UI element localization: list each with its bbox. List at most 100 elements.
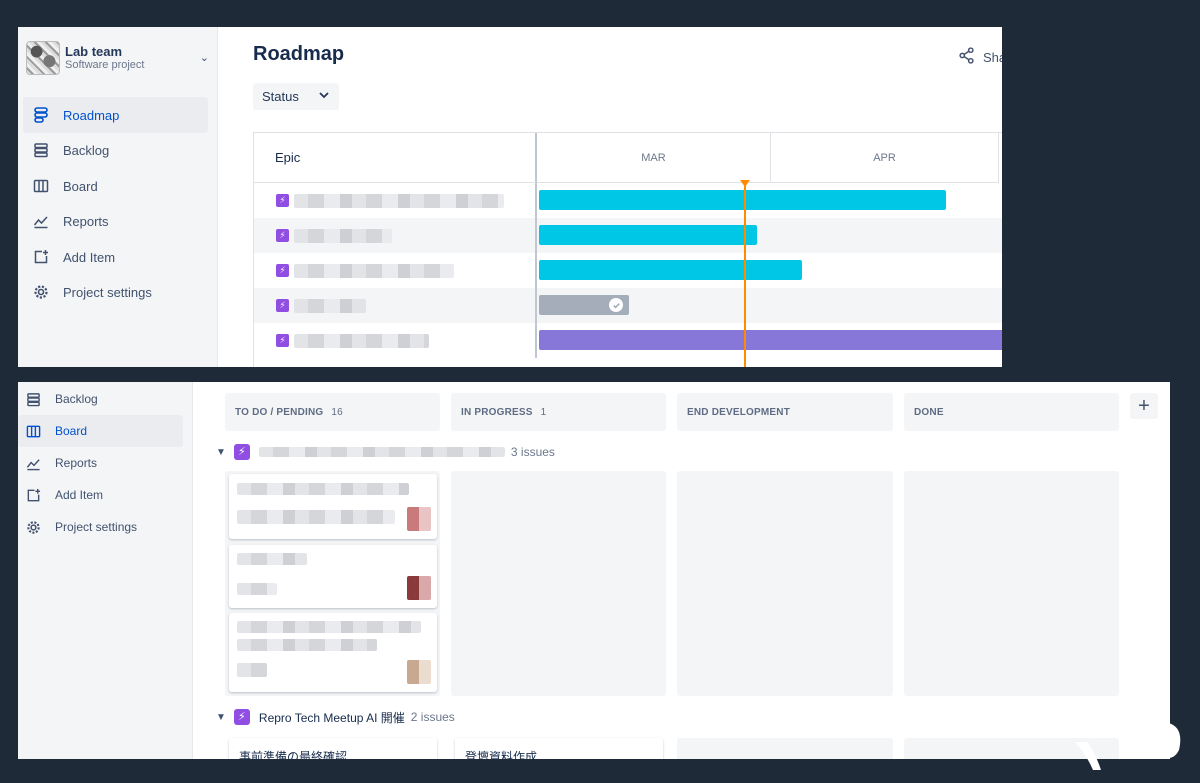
- column-done-body: [904, 738, 1119, 759]
- swimlane-title: Repro Tech Meetup AI 開催: [258, 710, 405, 725]
- column-end-development-body: [677, 471, 893, 696]
- swimlane-header[interactable]: ▼ ⚡ 3 issues: [216, 442, 555, 462]
- share-button[interactable]: Sha: [958, 47, 1002, 67]
- card-meta-redacted: [237, 510, 395, 524]
- share-icon: [958, 47, 975, 67]
- chevron-down-icon[interactable]: ▼: [216, 711, 226, 723]
- sidebar-item-add-item[interactable]: Add Item: [23, 239, 208, 275]
- project-type: Software project: [65, 59, 145, 71]
- column-header-todo[interactable]: TO DO / PENDING 16: [225, 393, 440, 431]
- issue-card[interactable]: 登壇資料作成: [455, 738, 663, 759]
- swimlane-title-redacted: [258, 447, 505, 457]
- column-title: END DEVELOPMENT: [687, 406, 791, 418]
- status-filter-dropdown[interactable]: Status: [253, 83, 339, 110]
- board-window: Backlog Board Reports Add Item Project s…: [18, 382, 1170, 759]
- card-title-redacted: [237, 553, 307, 565]
- gear-icon: [23, 518, 43, 536]
- sidebar-item-board[interactable]: Board: [23, 168, 208, 204]
- epic-row[interactable]: ⚡: [254, 323, 1002, 358]
- card-title-redacted: [237, 639, 377, 651]
- backlog-icon: [23, 390, 43, 408]
- sidebar-item-roadmap[interactable]: Roadmap: [23, 97, 208, 133]
- sidebar-item-backlog[interactable]: Backlog: [18, 383, 183, 415]
- avatar[interactable]: [407, 660, 431, 684]
- sidebar-item-label: Project settings: [55, 520, 138, 534]
- issue-card[interactable]: 事前準備の最終確認: [229, 738, 437, 759]
- chevron-down-icon: [318, 89, 330, 104]
- issue-card[interactable]: [229, 545, 437, 608]
- sidebar-item-label: Add Item: [55, 488, 104, 502]
- add-item-icon: [31, 248, 51, 266]
- sidebar-item-label: Reports: [55, 456, 98, 470]
- column-count: 1: [540, 406, 547, 418]
- column-count: 16: [331, 406, 343, 418]
- epic-title-redacted: [294, 334, 429, 348]
- issue-card[interactable]: [229, 613, 437, 692]
- column-title: TO DO / PENDING: [235, 406, 324, 418]
- avatar[interactable]: [407, 576, 431, 600]
- epic-timeline-bar[interactable]: [539, 260, 802, 280]
- epic-lightning-icon: ⚡: [276, 264, 289, 277]
- column-end-development-body: [677, 738, 893, 759]
- sidebar-item-add-item[interactable]: Add Item: [18, 479, 183, 511]
- add-column-button[interactable]: +: [1130, 393, 1158, 419]
- epic-row[interactable]: ⚡: [254, 218, 1002, 253]
- project-avatar: [26, 41, 60, 75]
- epic-timeline-bar[interactable]: [539, 190, 946, 210]
- epic-row[interactable]: ⚡: [254, 183, 1002, 218]
- epic-lightning-icon: ⚡: [276, 229, 289, 242]
- avatar[interactable]: [407, 507, 431, 531]
- epic-lightning-icon: ⚡: [233, 709, 250, 725]
- sidebar-item-label: Project settings: [63, 284, 152, 300]
- column-title: DONE: [914, 406, 944, 418]
- issue-card[interactable]: [229, 474, 437, 539]
- add-item-icon: [23, 486, 43, 504]
- month-header-mar: MAR: [537, 133, 771, 183]
- column-done-body: [904, 471, 1119, 696]
- sidebar-item-board[interactable]: Board: [18, 415, 183, 447]
- check-circle-icon: [609, 298, 623, 312]
- issue-count: 3 issues: [510, 445, 555, 459]
- backlog-icon: [31, 141, 51, 159]
- sidebar-item-label: Roadmap: [63, 107, 120, 123]
- column-header-done[interactable]: DONE: [904, 393, 1119, 431]
- sidebar: Backlog Board Reports Add Item Project s…: [18, 382, 193, 759]
- epic-title-redacted: [294, 264, 454, 278]
- card-meta-redacted: [237, 583, 277, 595]
- month-header-apr: APR: [771, 133, 999, 183]
- column-header-end-development[interactable]: END DEVELOPMENT: [677, 393, 893, 431]
- epic-timeline-bar-done[interactable]: [539, 295, 629, 315]
- chevron-down-icon[interactable]: ⌄: [199, 52, 209, 64]
- sidebar-item-label: Backlog: [55, 392, 98, 406]
- roadmap-main: Roadmap Sha Status Epic MAR APR ⚡: [218, 27, 1002, 367]
- sidebar-item-label: Board: [55, 424, 88, 438]
- column-header-in-progress[interactable]: IN PROGRESS 1: [451, 393, 666, 431]
- card-title-redacted: [237, 483, 409, 495]
- roadmap-window: Lab team Software project ⌄ Roadmap Back…: [18, 27, 1002, 367]
- epic-lightning-icon: ⚡: [233, 444, 250, 460]
- sidebar-item-project-settings[interactable]: Project settings: [23, 274, 208, 310]
- sidebar-item-label: Reports: [63, 213, 109, 229]
- epic-timeline-bar[interactable]: [539, 330, 1002, 350]
- project-switcher[interactable]: Lab team Software project ⌄: [26, 41, 211, 81]
- page-title: Roadmap: [253, 43, 345, 65]
- epic-lightning-icon: ⚡: [276, 334, 289, 347]
- epic-row[interactable]: ⚡: [254, 253, 1002, 288]
- roadmap-timeline: Epic MAR APR ⚡ ⚡ ⚡: [253, 132, 1002, 367]
- sidebar-item-project-settings[interactable]: Project settings: [18, 511, 183, 543]
- chevron-down-icon[interactable]: ▼: [216, 446, 226, 458]
- epic-row[interactable]: ⚡: [254, 288, 1002, 323]
- today-line: [744, 183, 746, 367]
- column-in-progress-body: [451, 471, 666, 696]
- roadmap-icon: [31, 106, 51, 124]
- project-name: Lab team: [65, 44, 123, 59]
- epic-column-header: Epic: [254, 133, 537, 183]
- sidebar-item-reports[interactable]: Reports: [23, 203, 208, 239]
- swimlane-header[interactable]: ▼ ⚡ Repro Tech Meetup AI 開催 2 issues: [216, 707, 455, 727]
- epic-timeline-bar[interactable]: [539, 225, 757, 245]
- sidebar-item-backlog[interactable]: Backlog: [23, 132, 208, 168]
- epic-lightning-icon: ⚡: [276, 194, 289, 207]
- card-title-redacted: [237, 621, 421, 633]
- sidebar-item-label: Add Item: [63, 249, 116, 265]
- sidebar-item-reports[interactable]: Reports: [18, 447, 183, 479]
